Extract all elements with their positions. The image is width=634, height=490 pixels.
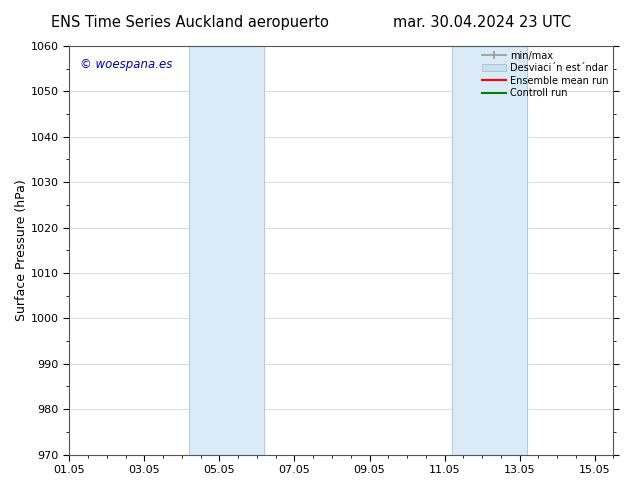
Legend: min/max, Desviaci´n est´ndar, Ensemble mean run, Controll run: min/max, Desviaci´n est´ndar, Ensemble m…: [479, 48, 612, 101]
Bar: [190, 46, 264, 455]
Bar: [452, 46, 527, 455]
Text: © woespana.es: © woespana.es: [81, 58, 172, 71]
Text: mar. 30.04.2024 23 UTC: mar. 30.04.2024 23 UTC: [393, 15, 571, 30]
Text: ENS Time Series Auckland aeropuerto: ENS Time Series Auckland aeropuerto: [51, 15, 329, 30]
Y-axis label: Surface Pressure (hPa): Surface Pressure (hPa): [15, 179, 28, 321]
